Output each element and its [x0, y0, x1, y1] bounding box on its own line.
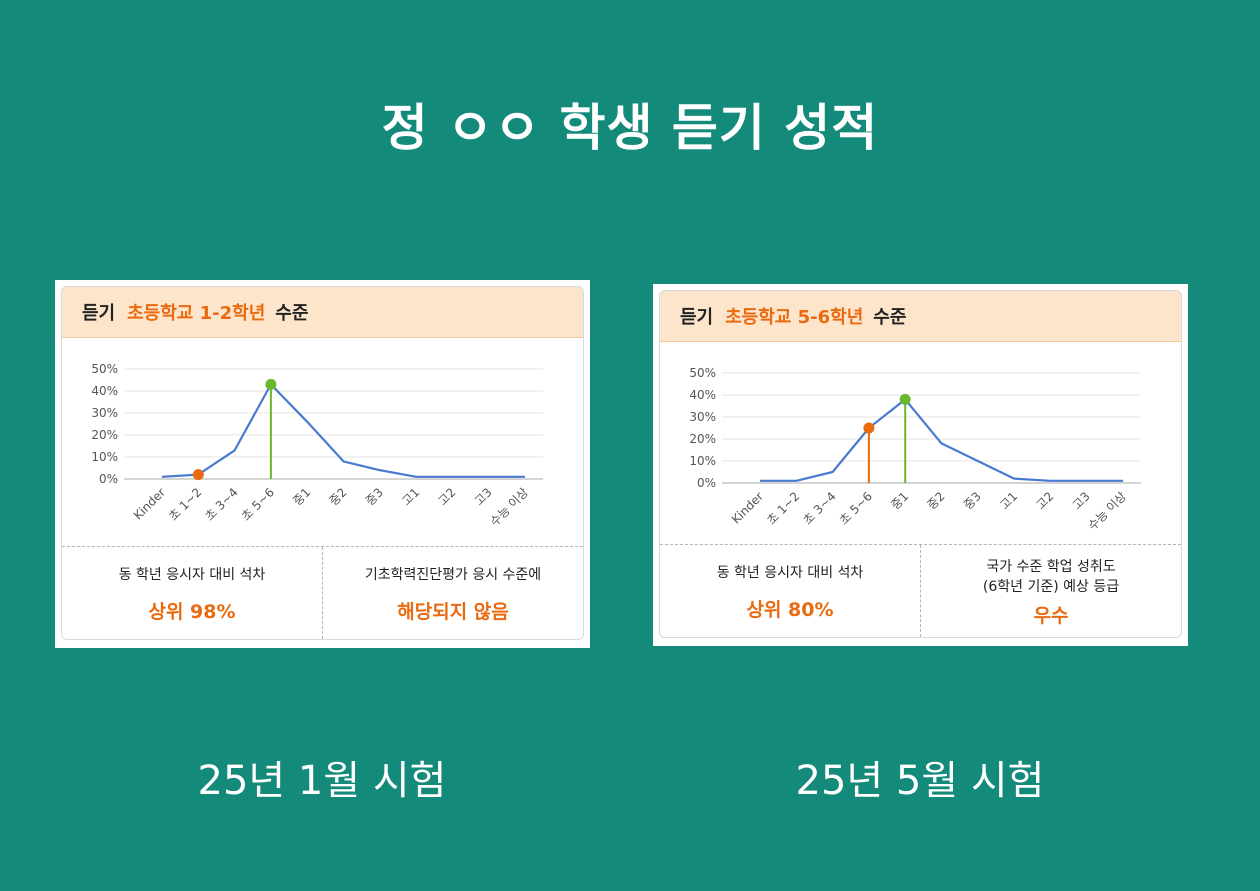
card-header: 듣기 초등학교 1-2학년 수준	[62, 287, 583, 338]
x-tick-label: 중3	[363, 485, 386, 508]
x-tick-label: 초 3~4	[202, 485, 240, 523]
x-tick-label: 고1	[399, 485, 422, 508]
header-prefix: 듣기	[82, 303, 116, 324]
x-tick-label: Kinder	[131, 485, 168, 522]
y-tick-label: 50%	[91, 362, 118, 376]
x-tick-label: 수능 이상	[487, 485, 531, 529]
header-prefix: 듣기	[680, 307, 714, 328]
rank-stat: 동 학년 응시자 대비 석차 상위 80%	[660, 545, 920, 637]
x-tick-label: 고3	[1070, 489, 1093, 512]
x-tick-label: 초 1~2	[764, 489, 802, 527]
x-tick-label: 고3	[472, 485, 495, 508]
stats-row: 동 학년 응시자 대비 석차 상위 80% 국가 수준 학업 성취도 (6학년 …	[660, 544, 1181, 637]
stat-label: 국가 수준 학업 성취도 (6학년 기준) 예상 등급	[982, 558, 1120, 595]
x-tick-label: 초 3~4	[800, 489, 838, 527]
peak-point	[899, 393, 911, 405]
exam-label-january: 25년 1월 시험	[197, 758, 447, 804]
y-tick-label: 0%	[697, 476, 716, 490]
y-tick-label: 40%	[689, 388, 716, 402]
x-tick-label: 초 5~6	[837, 489, 875, 527]
x-tick-label: 고1	[997, 489, 1020, 512]
x-tick-label: 고2	[435, 485, 458, 508]
card-header: 듣기 초등학교 5-6학년 수준	[660, 291, 1181, 342]
student-point	[192, 469, 204, 481]
stats-row: 동 학년 응시자 대비 석차 상위 98% 기초학력진단평가 응시 수준에 해당…	[62, 546, 583, 639]
x-tick-label: 수능 이상	[1085, 489, 1129, 533]
x-tick-label: 중3	[961, 489, 984, 512]
x-tick-label: 중2	[327, 485, 350, 508]
distribution-line	[760, 398, 1123, 482]
x-tick-label: 고2	[1033, 489, 1056, 512]
peak-point	[265, 378, 277, 390]
stat-value: 해당되지 않음	[397, 600, 509, 623]
header-level: 초등학교 5-6학년	[725, 307, 864, 328]
exam-label-may: 25년 5월 시험	[795, 758, 1045, 804]
stat-value: 상위 98%	[148, 600, 236, 623]
score-card-2: 듣기 초등학교 5-6학년 수준 0% 10% 20% 30% 40% 50% Kinder…	[653, 284, 1188, 646]
x-tick-label: 초 1~2	[166, 485, 204, 523]
achievement-stat: 국가 수준 학업 성취도 (6학년 기준) 예상 등급 우수	[920, 545, 1181, 637]
y-tick-label: 10%	[689, 454, 716, 468]
y-tick-label: 20%	[91, 428, 118, 442]
y-tick-label: 40%	[91, 384, 118, 398]
student-point	[863, 422, 875, 434]
header-suffix: 수준	[275, 303, 309, 324]
rank-stat: 동 학년 응시자 대비 석차 상위 98%	[62, 547, 322, 639]
x-tick-label: 중1	[290, 485, 313, 508]
x-tick-label: 중1	[888, 489, 911, 512]
header-level: 초등학교 1-2학년	[127, 303, 266, 324]
stat-label: 동 학년 응시자 대비 석차	[716, 564, 864, 581]
y-tick-label: 50%	[689, 366, 716, 380]
y-tick-label: 10%	[91, 450, 118, 464]
diagnostic-stat: 기초학력진단평가 응시 수준에 해당되지 않음	[322, 547, 583, 639]
page-title: 정 ㅇㅇ 학생 듣기 성적	[381, 99, 879, 157]
stat-label: 동 학년 응시자 대비 석차	[118, 566, 266, 583]
y-tick-label: 0%	[99, 472, 118, 486]
stat-value: 우수	[1033, 604, 1069, 627]
stat-label: 기초학력진단평가 응시 수준에	[364, 566, 542, 583]
stat-value: 상위 80%	[746, 598, 834, 621]
x-tick-label: Kinder	[729, 489, 766, 526]
y-tick-label: 20%	[689, 432, 716, 446]
distribution-line	[161, 383, 525, 478]
y-tick-label: 30%	[91, 406, 118, 420]
header-suffix: 수준	[873, 307, 907, 328]
y-tick-label: 30%	[689, 410, 716, 424]
x-tick-label: 중2	[925, 489, 948, 512]
x-tick-label: 초 5~6	[239, 485, 277, 523]
score-card-1: 듣기 초등학교 1-2학년 수준 0% 10% 20% 30% 40% 50% Kinder…	[55, 280, 590, 648]
